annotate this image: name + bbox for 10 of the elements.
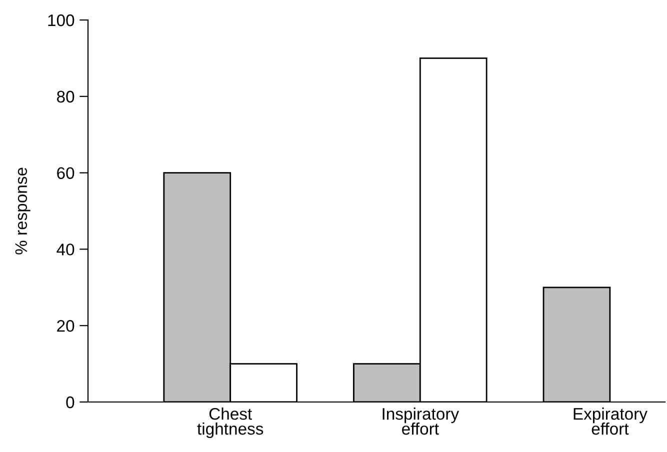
x-tick-label: Chest tightness [197, 408, 264, 438]
y-tick-label: 0 [66, 396, 74, 408]
y-tick-label: 20 [57, 320, 74, 332]
y-tick-label: 80 [56, 90, 74, 103]
x-tick-label: Expiratory effort [574, 408, 648, 435]
y-tick-label: 60 [57, 167, 74, 180]
x-tick-label: Inspiratory effort [382, 408, 460, 435]
y-tick-label: 40 [56, 244, 74, 256]
y-tick-label: 100 [48, 14, 74, 26]
y-axis-title: % response [15, 168, 30, 254]
